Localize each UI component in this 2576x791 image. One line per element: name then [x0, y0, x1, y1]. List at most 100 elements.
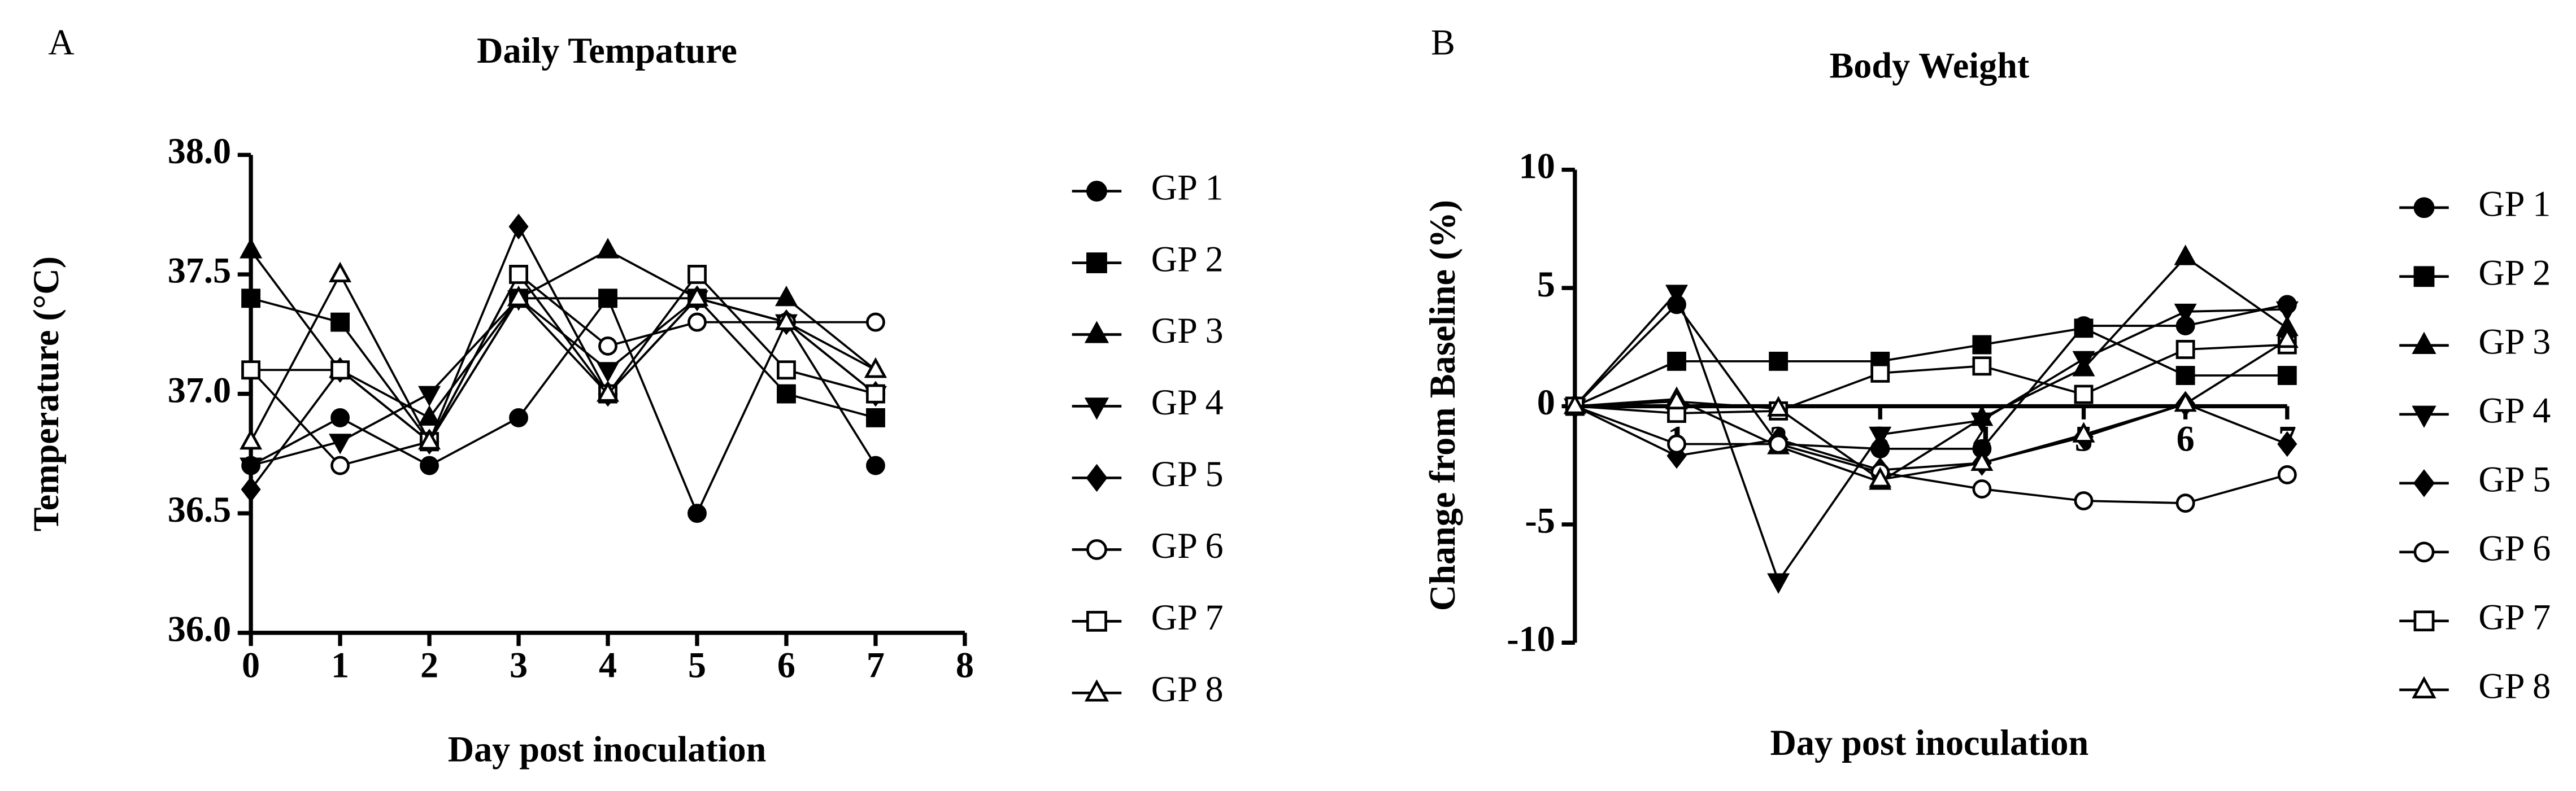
legend-label: GP 6 [2478, 528, 2551, 569]
y-tick-label: 10 [1519, 146, 1555, 186]
data-point [777, 384, 796, 404]
data-point [2174, 303, 2197, 325]
legend-label: GP 3 [1151, 311, 1224, 351]
legend-marker [2413, 266, 2435, 287]
panel-label: B [1431, 22, 1455, 62]
legend-label: GP 7 [1151, 597, 1224, 637]
legend-label: GP 5 [2478, 460, 2551, 500]
legend-marker [1086, 464, 1108, 492]
data-point [330, 408, 350, 427]
data-point [866, 384, 885, 404]
data-point [774, 309, 798, 330]
data-point [418, 429, 441, 450]
data-point [330, 360, 350, 380]
data-point [866, 456, 885, 475]
data-point [241, 360, 261, 380]
data-point [330, 312, 350, 332]
x-tick-label: 0 [242, 645, 260, 685]
legend-marker [1084, 321, 1109, 343]
x-axis-label: Day post inoculation [1770, 723, 2089, 763]
legend-marker [1086, 252, 1107, 273]
data-point [418, 386, 441, 407]
series-line [1574, 339, 2288, 481]
data-point [241, 477, 261, 502]
data-point [687, 504, 707, 523]
legend-label: GP 5 [1151, 454, 1224, 494]
data-point [241, 289, 261, 308]
data-point [329, 434, 352, 455]
data-point [2175, 340, 2195, 359]
data-point [507, 285, 530, 307]
y-tick-label: 37.0 [168, 370, 231, 410]
x-tick-label: 7 [867, 645, 885, 685]
y-tick-label: -10 [1507, 619, 1555, 659]
data-point [1767, 396, 1790, 417]
data-point [866, 312, 885, 332]
legend-marker [1086, 610, 1107, 632]
series-line [1574, 327, 2287, 408]
data-point [240, 429, 263, 450]
data-point [866, 408, 885, 427]
legend-label: GP 2 [2478, 253, 2551, 293]
data-point [1769, 434, 1789, 454]
data-point [1667, 434, 1686, 454]
legend-marker [2412, 331, 2436, 354]
legend-marker [2413, 469, 2435, 497]
series-line [250, 297, 876, 444]
data-point [2074, 318, 2094, 338]
x-tick-label: 2 [420, 645, 438, 685]
data-point [509, 408, 528, 427]
x-tick-label: 6 [777, 645, 795, 685]
data-point [598, 336, 617, 356]
data-point [2277, 431, 2297, 457]
legend-marker [2413, 197, 2435, 218]
data-point [2074, 491, 2094, 510]
data-point [1769, 351, 1789, 371]
series-line [1574, 256, 2288, 483]
legend-label: GP 4 [2478, 391, 2551, 431]
data-point [774, 285, 798, 307]
x-tick-label: 3 [510, 645, 528, 685]
data-point [1667, 351, 1686, 371]
data-point [418, 405, 441, 426]
data-point [1870, 363, 1890, 383]
series-line [250, 273, 876, 467]
legend-marker [2413, 610, 2435, 632]
data-point [1767, 573, 1790, 594]
data-point [2175, 493, 2195, 513]
data-point [420, 456, 439, 475]
y-tick-label: 0 [1537, 382, 1555, 422]
data-point [1869, 426, 1892, 448]
y-tick-label: 36.5 [168, 490, 231, 530]
panel-label: A [48, 22, 74, 62]
data-point [2072, 422, 2095, 443]
y-axis-label: Temperature (°C) [26, 256, 66, 531]
x-tick-label: 4 [599, 645, 617, 685]
series-line [251, 272, 876, 444]
legend-label: GP 7 [2478, 597, 2551, 637]
legend-marker [1084, 679, 1109, 702]
legend-label: GP 8 [1151, 669, 1224, 709]
data-point [1970, 412, 1994, 433]
data-point [598, 289, 617, 308]
data-point [687, 312, 707, 332]
data-point [240, 457, 263, 478]
x-tick-label: 8 [956, 645, 974, 685]
series-line [1574, 405, 2288, 505]
x-tick-label: 1 [331, 645, 349, 685]
data-point [685, 285, 708, 307]
x-axis-label: Day post inoculation [448, 729, 767, 770]
data-point [240, 238, 263, 259]
data-point [2174, 391, 2197, 412]
legend-label: GP 6 [1151, 526, 1224, 566]
series-line [1574, 290, 2287, 584]
chart-title: Daily Tempature [477, 30, 737, 71]
data-point [1665, 285, 1688, 305]
legend-label: GP 1 [1151, 167, 1224, 207]
legend-label: GP 3 [2478, 322, 2551, 362]
data-point [597, 381, 620, 402]
data-point [1972, 335, 1992, 355]
chart-title: Body Weight [1829, 45, 2029, 85]
y-axis-label: Change from Baseline (%) [1422, 200, 1463, 611]
